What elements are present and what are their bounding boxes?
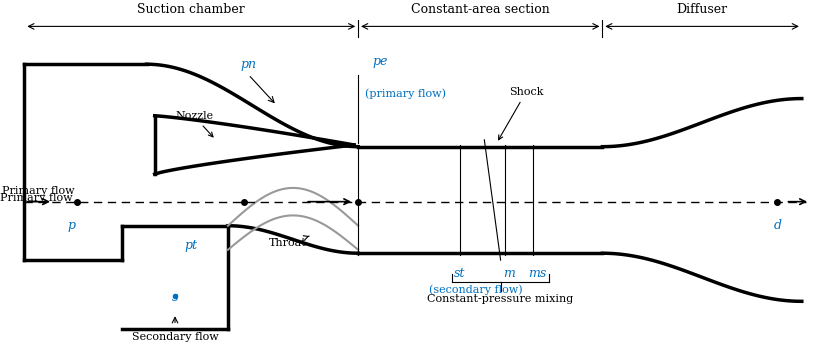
Text: Primary flow: Primary flow	[0, 193, 72, 203]
Text: Suction chamber: Suction chamber	[138, 3, 245, 16]
Text: pn: pn	[240, 58, 256, 71]
Text: p: p	[68, 219, 76, 232]
Text: Secondary flow: Secondary flow	[132, 332, 218, 342]
Text: Throat: Throat	[269, 236, 309, 248]
Text: Shock: Shock	[498, 87, 543, 140]
Text: Constant-area section: Constant-area section	[411, 3, 549, 16]
Text: s: s	[172, 291, 178, 304]
Text: (primary flow): (primary flow)	[365, 88, 446, 99]
Text: (secondary flow): (secondary flow)	[429, 284, 523, 295]
Text: Nozzle: Nozzle	[175, 111, 213, 137]
Text: Primary flow: Primary flow	[2, 186, 74, 196]
Text: st: st	[454, 267, 466, 280]
Text: d: d	[773, 219, 781, 232]
Text: pe: pe	[373, 55, 388, 67]
Text: m: m	[503, 267, 514, 280]
Text: ms: ms	[528, 267, 546, 280]
Text: Diffuser: Diffuser	[676, 3, 727, 16]
Text: pt: pt	[185, 239, 198, 253]
Text: Constant-pressure mixing: Constant-pressure mixing	[427, 294, 574, 304]
